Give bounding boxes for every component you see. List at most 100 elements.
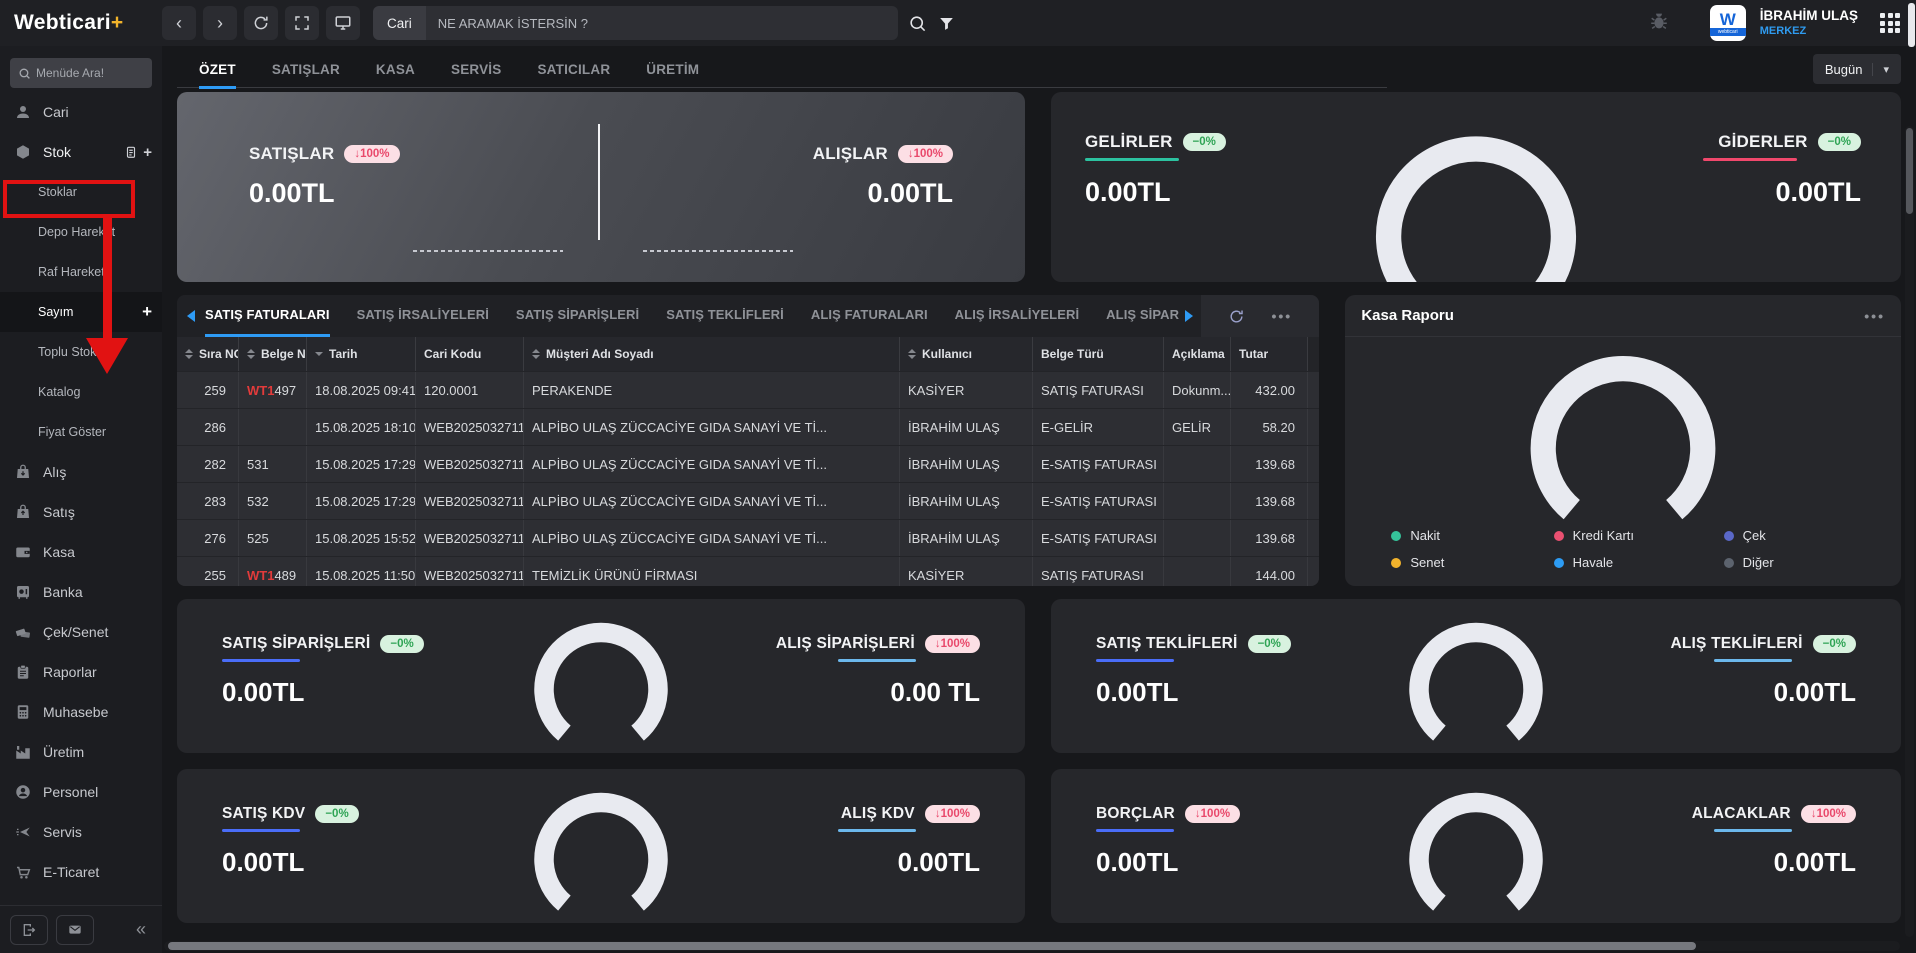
factory-icon xyxy=(14,743,32,761)
sidebar-item-banka[interactable]: Banka xyxy=(0,572,162,612)
tab-kasa[interactable]: KASA xyxy=(375,62,415,77)
menu-search[interactable] xyxy=(10,58,152,88)
sidebar-item-raporlar[interactable]: Raporlar xyxy=(0,652,162,692)
col-aciklama[interactable]: Açıklama xyxy=(1164,337,1231,371)
col-musteri[interactable]: Müşteri Adı Soyadı xyxy=(524,337,900,371)
cell-cari: WEB2025032711365... xyxy=(416,446,524,482)
gauge-arc xyxy=(1375,136,1577,282)
sidebar-subitem-sayim[interactable]: Sayım + xyxy=(0,292,162,332)
display-button[interactable] xyxy=(326,6,360,40)
cell-tutar: 58.20 xyxy=(1231,409,1308,445)
sidebar-item-satis[interactable]: Satış xyxy=(0,492,162,532)
invoice-tab[interactable]: SATIŞ İRSALİYELERİ xyxy=(356,307,489,322)
menu-search-input[interactable] xyxy=(36,66,144,80)
sayim-add-icon[interactable]: + xyxy=(142,302,152,321)
table-row[interactable]: 259 WT1 497 18.08.2025 09:41 120.0001 PER… xyxy=(177,371,1320,408)
sidebar-item-kasa[interactable]: Kasa xyxy=(0,532,162,572)
sidebar-item-e-ticaret[interactable]: E-Ticaret xyxy=(0,852,162,892)
tab-servis[interactable]: SERVİS xyxy=(450,62,502,77)
metric-label: ALIŞLAR xyxy=(812,144,888,163)
tab-ozet[interactable]: ÖZET xyxy=(199,62,236,89)
invoice-tab[interactable]: SATIŞ TEKLİFLERİ xyxy=(666,307,784,322)
search-scope-selector[interactable]: Cari xyxy=(373,6,426,40)
refresh-table-icon[interactable] xyxy=(1228,308,1245,325)
wallet-icon xyxy=(14,543,32,561)
filter-button[interactable] xyxy=(937,14,956,33)
metric-value: 0.00TL xyxy=(1096,847,1179,877)
sidebar-subitem-raf-hareket[interactable]: Raf Hareket xyxy=(38,265,105,279)
company-avatar[interactable]: W webticari xyxy=(1709,5,1746,41)
legend-item[interactable]: Havale xyxy=(1553,555,1724,570)
table-row[interactable]: 255 WT1 489 15.08.2025 11:50 WEB202503271… xyxy=(177,556,1320,586)
logout-icon[interactable] xyxy=(10,914,48,945)
legend-item[interactable]: Nakit xyxy=(1391,528,1553,543)
col-belge-turu[interactable]: Belge Türü xyxy=(1033,337,1164,371)
sidebar-item-servis[interactable]: Servis xyxy=(0,812,162,852)
sidebar-subitem-katalog[interactable]: Katalog xyxy=(38,385,81,399)
sidebar-subitem-toplu-stok[interactable]: Toplu Stok xyxy=(38,345,97,359)
invoice-tab[interactable]: SATIŞ SİPARİŞLERİ xyxy=(515,307,640,322)
forward-button[interactable]: › xyxy=(203,6,237,40)
metric-value: 0.00TL xyxy=(249,178,335,208)
table-row[interactable]: 282 531 15.08.2025 17:29 WEB202503271136… xyxy=(177,445,1320,482)
cart-icon xyxy=(14,863,32,881)
sidebar-item-alis[interactable]: Alış xyxy=(0,452,162,492)
cell-tutar: 144.00 xyxy=(1231,557,1308,586)
table-row[interactable]: 276 525 15.08.2025 15:52 WEB202503271136… xyxy=(177,519,1320,556)
col-belge-no[interactable]: Belge NO xyxy=(239,337,307,371)
global-search-input[interactable] xyxy=(425,6,898,40)
refresh-icon xyxy=(252,14,270,32)
table-row[interactable]: 286 15.08.2025 18:10 WEB2025032711365...… xyxy=(177,408,1320,445)
sidebar-item-cari[interactable]: Cari xyxy=(0,92,162,132)
sidebar-subitem-fiyat-goster[interactable]: Fiyat Göster xyxy=(38,425,107,439)
collapse-sidebar-icon[interactable]: « xyxy=(135,919,146,939)
user-info[interactable]: İBRAHİM ULAŞ MERKEZ xyxy=(1760,8,1858,37)
table-menu-icon[interactable]: ••• xyxy=(1271,308,1293,324)
sidebar-item-cek-senet[interactable]: Çek/Senet xyxy=(0,612,162,652)
legend-item[interactable]: Çek xyxy=(1723,528,1855,543)
kasa-menu-icon[interactable]: ••• xyxy=(1864,307,1885,324)
sidebar-subitem-stoklar[interactable]: Stoklar xyxy=(38,185,77,199)
page-scrollbar-thumb[interactable] xyxy=(1908,3,1915,47)
col-tutar[interactable]: Tutar xyxy=(1231,337,1308,371)
col-sira-no[interactable]: Sıra NO xyxy=(177,337,239,371)
metric-label: SATIŞ KDV xyxy=(222,805,306,822)
invoice-tab[interactable]: SATIŞ FATURALARI xyxy=(205,295,330,337)
tab-uretim[interactable]: ÜRETİM xyxy=(646,62,700,77)
col-kullanici[interactable]: Kullanıcı xyxy=(900,337,1033,371)
sidebar-item-personel[interactable]: Personel xyxy=(0,772,162,812)
sidebar-item-muhasebe[interactable]: Muhasebe xyxy=(0,692,162,732)
fullscreen-button[interactable] xyxy=(285,6,319,40)
legend-item[interactable]: Diğer xyxy=(1723,555,1855,570)
bug-report-icon[interactable] xyxy=(1648,10,1670,37)
metric-label: SATIŞLAR xyxy=(249,144,335,163)
tab-saticilar[interactable]: SATICILAR xyxy=(537,62,611,77)
trend-badge: ↓100% xyxy=(924,805,980,823)
table-row[interactable]: 283 532 15.08.2025 17:29 WEB202503271136… xyxy=(177,482,1320,519)
sidebar-item-stok[interactable]: Stok + xyxy=(0,132,162,172)
tab-satislar[interactable]: SATIŞLAR xyxy=(271,62,340,77)
legend-item[interactable]: Kredi Kartı xyxy=(1553,528,1724,543)
scroll-tabs-left-icon[interactable] xyxy=(187,310,195,322)
invoice-tab[interactable]: ALIŞ İRSALİYELERİ xyxy=(954,307,1080,322)
scroll-tabs-right-icon[interactable] xyxy=(1185,310,1194,322)
trend-badge: −0% xyxy=(1812,635,1856,653)
refresh-button[interactable] xyxy=(244,6,278,40)
col-tarih[interactable]: Tarih xyxy=(307,337,416,371)
sidebar-subitem-depo-hareket[interactable]: Depo Hareket xyxy=(38,225,116,239)
cell-belge: WT1 489 xyxy=(239,557,307,586)
legend-item[interactable]: Senet xyxy=(1391,555,1553,570)
search-button[interactable] xyxy=(908,14,927,33)
period-selector[interactable]: Bugün ▾ xyxy=(1812,54,1901,84)
messages-icon[interactable] xyxy=(56,914,94,945)
invoice-tab[interactable]: ALIŞ SİPAR xyxy=(1106,307,1180,322)
sidebar-item-uretim[interactable]: Üretim xyxy=(0,732,162,772)
apps-grid-icon[interactable] xyxy=(1880,13,1900,33)
col-cari-kodu[interactable]: Cari Kodu xyxy=(416,337,524,371)
back-button[interactable]: ‹ xyxy=(162,6,196,40)
stok-add-icon[interactable]: + xyxy=(143,143,152,161)
stok-list-icon[interactable] xyxy=(124,145,138,159)
invoices-panel: SATIŞ FATURALARI SATIŞ İRSALİYELERİ SATIŞ … xyxy=(164,126,1914,951)
invoice-tab[interactable]: ALIŞ FATURALARI xyxy=(810,307,928,322)
metric-value: 0.00TL xyxy=(222,847,305,877)
